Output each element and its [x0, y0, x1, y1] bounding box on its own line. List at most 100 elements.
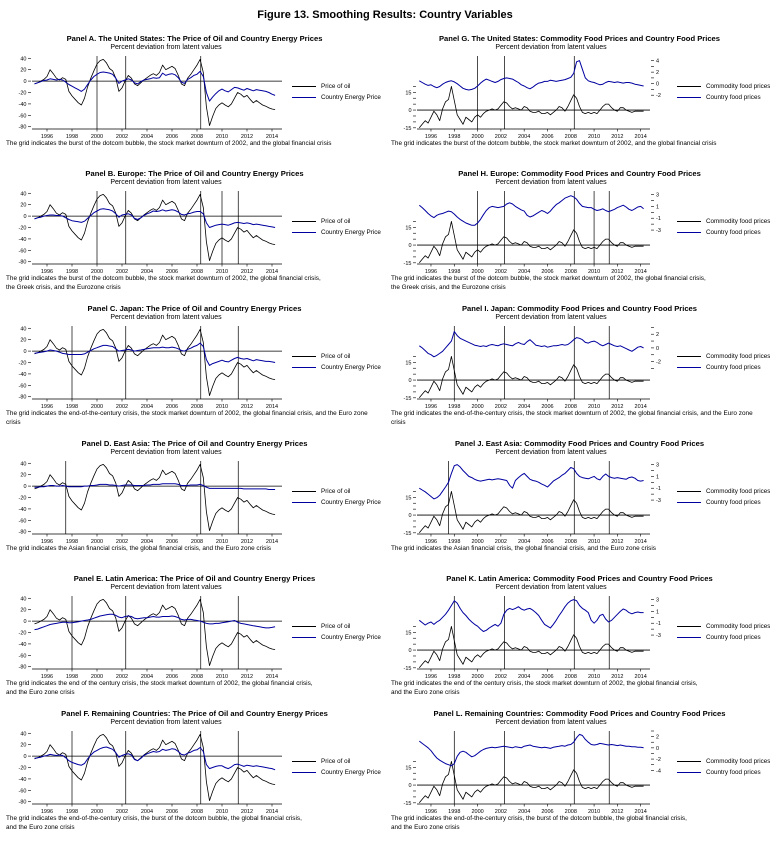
- svg-text:-15: -15: [404, 396, 412, 402]
- legend-line-black: [292, 356, 316, 357]
- panel-title: Panel L. Remaining Countries: Commodity …: [433, 709, 726, 718]
- panel-legend: Commodity food prices Country food prices: [677, 623, 770, 641]
- svg-text:2006: 2006: [166, 539, 178, 545]
- series-line-energy_us: [34, 70, 276, 102]
- svg-text:-20: -20: [19, 361, 27, 367]
- svg-text:15: 15: [405, 360, 411, 366]
- svg-text:2010: 2010: [588, 404, 600, 410]
- legend-item: Commodity food prices: [677, 758, 770, 765]
- series-line-commodity_food: [418, 761, 644, 804]
- svg-text:2012: 2012: [611, 404, 623, 410]
- series-line-energy_remaining: [34, 746, 276, 771]
- svg-text:2012: 2012: [241, 404, 253, 410]
- svg-text:-60: -60: [19, 113, 27, 119]
- svg-text:2010: 2010: [588, 809, 600, 815]
- panel-legend: Price of oil Country Energy Price: [292, 353, 381, 371]
- legend-line-black: [677, 491, 701, 492]
- svg-text:2004: 2004: [518, 809, 530, 815]
- svg-text:2000: 2000: [471, 404, 483, 410]
- legend-label: Country food prices: [706, 229, 761, 236]
- svg-text:1998: 1998: [448, 539, 460, 545]
- panel-caption: The grid indicates the Asian financial c…: [391, 545, 656, 552]
- svg-text:2006: 2006: [541, 134, 553, 140]
- panel-caption: The grid indicates the end of the centur…: [6, 680, 313, 697]
- svg-text:1996: 1996: [41, 269, 53, 275]
- series-line-commodity_food: [418, 626, 644, 669]
- svg-text:20: 20: [20, 743, 26, 749]
- panel-subtitle: Percent deviation from latent values: [110, 179, 222, 186]
- legend-label: Country food prices: [706, 364, 761, 371]
- legend-item: Country Energy Price: [292, 634, 381, 641]
- series-line-energy_japan: [34, 342, 276, 366]
- svg-text:2004: 2004: [141, 674, 153, 680]
- svg-text:0: 0: [408, 108, 411, 114]
- svg-text:0: 0: [23, 754, 26, 760]
- svg-text:2010: 2010: [588, 539, 600, 545]
- svg-text:2008: 2008: [565, 269, 577, 275]
- series-line-commodity_food: [418, 221, 644, 264]
- svg-text:2002: 2002: [116, 404, 128, 410]
- svg-text:2006: 2006: [166, 809, 178, 815]
- svg-text:2000: 2000: [91, 539, 103, 545]
- svg-text:2002: 2002: [116, 809, 128, 815]
- svg-text:2000: 2000: [91, 674, 103, 680]
- svg-text:2000: 2000: [91, 809, 103, 815]
- legend-line-blue: [292, 232, 316, 233]
- panel-body: 1996 1998 2000 2002 2004 2006 2008 2010 2012 2014…: [391, 726, 770, 818]
- svg-text:2006: 2006: [541, 809, 553, 815]
- svg-text:2010: 2010: [216, 404, 228, 410]
- legend-label: Price of oil: [321, 218, 351, 225]
- legend-line-blue: [292, 772, 316, 773]
- svg-text:0: 0: [23, 619, 26, 625]
- legend-label: Commodity food prices: [706, 353, 770, 360]
- panel-title: Panel J. East Asia: Commodity Food Price…: [454, 439, 705, 448]
- panel-body: 1996 1998 2000 2002 2004 2006 2008 2010 2012 2014…: [6, 591, 383, 683]
- svg-text:2004: 2004: [518, 674, 530, 680]
- svg-text:2004: 2004: [141, 539, 153, 545]
- svg-text:2000: 2000: [91, 269, 103, 275]
- svg-text:-2: -2: [656, 360, 661, 366]
- svg-text:2006: 2006: [541, 674, 553, 680]
- panel-L: Panel L. Remaining Countries: Commodity …: [385, 702, 770, 837]
- svg-text:2010: 2010: [216, 809, 228, 815]
- svg-text:1996: 1996: [425, 134, 437, 140]
- svg-text:1998: 1998: [66, 674, 78, 680]
- svg-text:2008: 2008: [191, 809, 203, 815]
- svg-text:-80: -80: [19, 395, 27, 401]
- svg-text:0: 0: [408, 513, 411, 519]
- panel-title: Panel K. Latin America: Commodity Food P…: [446, 574, 713, 583]
- svg-text:2006: 2006: [541, 539, 553, 545]
- legend-item: Commodity food prices: [677, 623, 770, 630]
- svg-text:1996: 1996: [41, 404, 53, 410]
- svg-text:40: 40: [20, 191, 26, 197]
- svg-text:2004: 2004: [518, 269, 530, 275]
- svg-text:2014: 2014: [635, 674, 647, 680]
- svg-text:40: 40: [20, 731, 26, 737]
- legend-item: Country Energy Price: [292, 364, 381, 371]
- series-line-commodity_food: [418, 86, 644, 129]
- panel-plot-svg: 1996 1998 2000 2002 2004 2006 2008 2010 2012 2014…: [404, 191, 661, 275]
- svg-text:2014: 2014: [635, 809, 647, 815]
- svg-text:1996: 1996: [425, 809, 437, 815]
- panel-title: Panel A. The United States: The Price of…: [66, 34, 323, 43]
- legend-line-black: [677, 626, 701, 627]
- svg-text:-20: -20: [19, 766, 27, 772]
- panel-title: Panel D. East Asia: The Price of Oil and…: [81, 439, 308, 448]
- svg-text:2002: 2002: [116, 269, 128, 275]
- series-line-food_us: [419, 60, 644, 91]
- series-line-energy_eastasia: [34, 483, 276, 490]
- svg-text:1996: 1996: [425, 539, 437, 545]
- legend-item: Country food prices: [677, 229, 770, 236]
- svg-text:2010: 2010: [216, 539, 228, 545]
- series-line-oil: [34, 328, 276, 396]
- svg-text:2004: 2004: [141, 134, 153, 140]
- panel-legend: Price of oil Country Energy Price: [292, 623, 381, 641]
- panel-E: Panel E. Latin America: The Price of Oil…: [0, 567, 385, 702]
- panel-caption: The grid indicates the Asian financial c…: [6, 545, 271, 552]
- svg-text:2004: 2004: [518, 134, 530, 140]
- series-line-food_latam: [418, 599, 644, 632]
- panel-caption: The grid indicates the end-of-the-centur…: [391, 815, 687, 832]
- legend-item: Country food prices: [677, 364, 770, 371]
- legend-line-blue: [677, 367, 701, 368]
